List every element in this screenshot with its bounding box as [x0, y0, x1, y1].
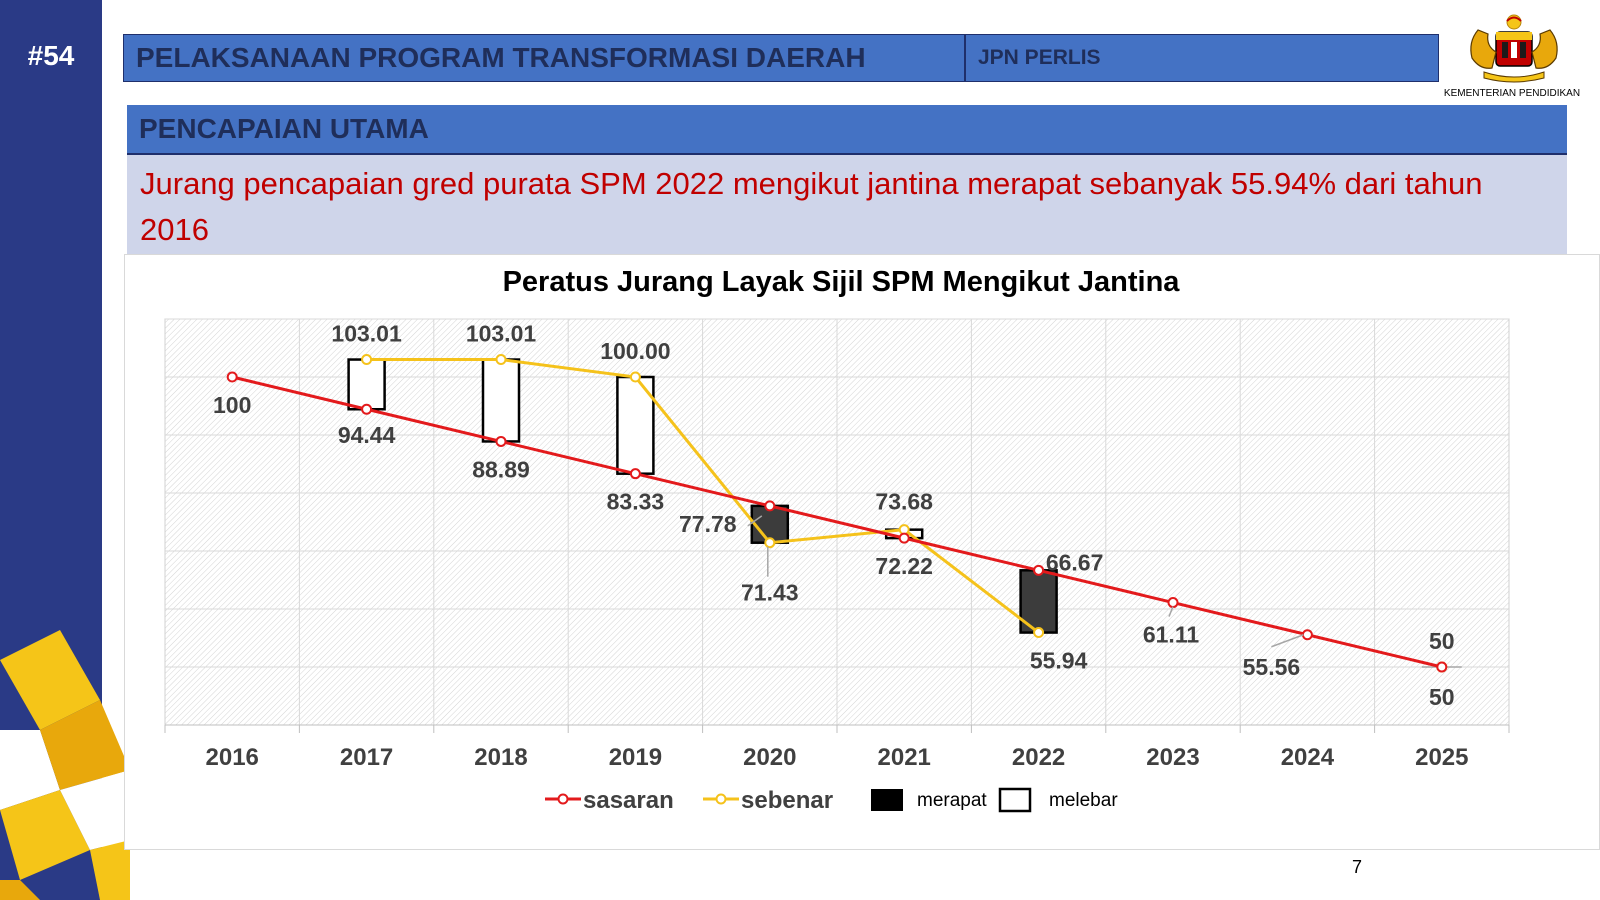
sebenar-point — [1033, 627, 1045, 639]
sasaran-point — [629, 468, 641, 480]
chart-frame: Peratus Jurang Layak Sijil SPM Mengikut … — [124, 254, 1600, 850]
legend-swatch-melebar — [998, 787, 1032, 813]
sebenar-data-label: 73.68 — [875, 489, 933, 515]
sebenar-data-label: 50 — [1429, 684, 1455, 710]
header-org: JPN PERLIS — [978, 46, 1101, 69]
x-tick-label: 2018 — [474, 744, 527, 771]
legend-swatch-merapat — [871, 789, 903, 811]
sasaran-data-label: 61.11 — [1143, 622, 1199, 648]
sasaran-data-label: 72.22 — [875, 553, 933, 579]
sasaran-data-label: 88.89 — [472, 456, 530, 482]
sasaran-point — [226, 371, 238, 383]
sasaran-line — [231, 375, 1443, 669]
x-tick-label: 2024 — [1281, 744, 1335, 771]
sebenar-point — [361, 354, 373, 366]
decorative-pattern — [0, 630, 130, 900]
x-tick-label: 2021 — [878, 744, 931, 771]
sasaran-point — [495, 435, 507, 447]
sasaran-point — [1033, 564, 1045, 576]
section-bar: PENCAPAIAN UTAMA — [127, 105, 1567, 155]
sebenar-point — [629, 371, 641, 383]
sebenar-data-label: 103.01 — [466, 321, 537, 347]
gap-box-merapat — [750, 504, 790, 544]
sasaran-data-label: 55.56 — [1243, 654, 1301, 680]
gap-box-melebar — [347, 358, 386, 411]
legend-label-merapat: merapat — [917, 790, 987, 811]
sasaran-data-label: 94.44 — [338, 422, 396, 448]
chart-title: Peratus Jurang Layak Sijil SPM Mengikut … — [503, 266, 1181, 298]
sasaran-data-label: 77.78 — [679, 511, 737, 537]
x-tick-label: 2017 — [340, 744, 393, 771]
sasaran-data-label: 66.67 — [1046, 549, 1104, 575]
sasaran-data-label: 83.33 — [607, 489, 665, 515]
x-tick-label: 2019 — [609, 744, 662, 771]
logo-caption: KEMENTERIAN PENDIDIKAN — [1443, 88, 1581, 99]
chart: Peratus Jurang Layak Sijil SPM Mengikut … — [164, 266, 1510, 814]
sebenar-point — [495, 354, 507, 366]
sasaran-point — [898, 532, 910, 544]
sidebar-band: #54 — [0, 0, 130, 900]
leader-line — [1271, 634, 1304, 648]
x-tick-label: 2022 — [1012, 744, 1065, 771]
page-number: 7 — [1352, 857, 1363, 877]
leader-line — [1168, 606, 1174, 617]
sasaran-point — [1301, 629, 1313, 641]
sebenar-data-label: 100.00 — [600, 338, 670, 364]
statement-box: Jurang pencapaian gred purata SPM 2022 m… — [127, 155, 1567, 255]
sasaran-point — [764, 500, 776, 512]
legend-marker-sebenar — [715, 793, 727, 805]
leader-line — [747, 515, 763, 527]
sasaran-data-label: 50 — [1429, 628, 1455, 654]
section-title: PENCAPAIAN UTAMA — [139, 113, 429, 144]
legend-label-sasaran: sasaran — [583, 787, 674, 814]
legend-label-melebar: melebar — [1049, 790, 1118, 811]
gap-box-melebar — [481, 358, 521, 443]
slide-number: #54 — [27, 40, 75, 71]
legend-marker-sasaran — [557, 793, 569, 805]
sasaran-point — [361, 403, 373, 415]
x-tick-label: 2020 — [743, 744, 796, 771]
sebenar-data-label: 55.94 — [1030, 648, 1088, 674]
statement-text: Jurang pencapaian gred purata SPM 2022 m… — [140, 166, 1483, 247]
x-tick-label: 2023 — [1146, 744, 1199, 771]
header-title: PELAKSANAAN PROGRAM TRANSFORMASI DAERAH — [136, 42, 866, 73]
legend-label-sebenar: sebenar — [741, 787, 833, 814]
sebenar-data-label: 71.43 — [741, 580, 799, 606]
sasaran-point — [1436, 661, 1448, 673]
header-bar: PELAKSANAAN PROGRAM TRANSFORMASI DAERAH … — [123, 34, 1439, 82]
x-tick-label: 2016 — [206, 744, 259, 771]
sasaran-data-label: 100 — [213, 392, 251, 418]
x-tick-label: 2025 — [1415, 744, 1468, 771]
sebenar-line — [366, 358, 1040, 634]
header-divider — [964, 35, 966, 81]
sasaran-point — [1167, 597, 1179, 609]
sebenar-data-label: 103.01 — [331, 321, 402, 347]
sebenar-point — [764, 537, 776, 549]
coat-of-arms-logo — [1462, 12, 1566, 84]
